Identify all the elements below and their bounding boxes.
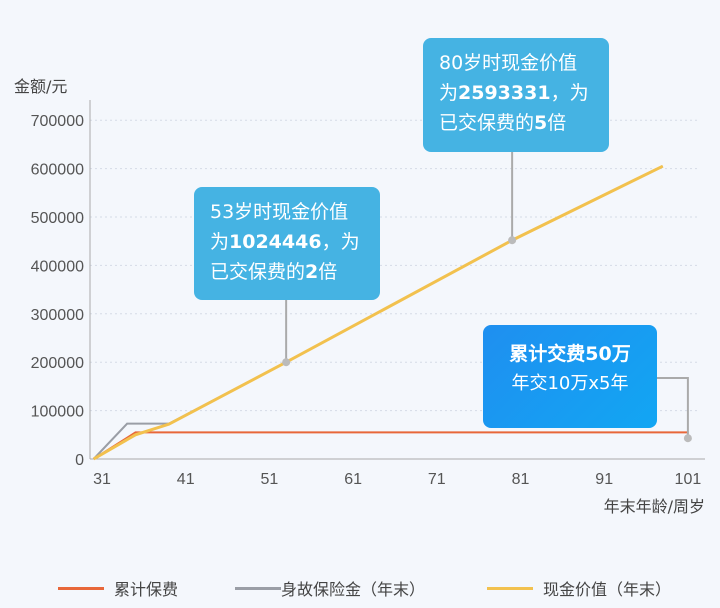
y-tick-label: 100000 <box>31 404 84 421</box>
text: 倍 <box>547 112 567 134</box>
annotation-line: 已交保费的2倍 <box>210 257 380 287</box>
x-tick-label: 61 <box>344 471 362 488</box>
text: 倍 <box>318 261 338 283</box>
y-tick-label: 0 <box>75 452 84 469</box>
y-tick-label: 500000 <box>31 210 84 227</box>
y-tick-label: 400000 <box>31 258 84 275</box>
annotation-marker <box>683 434 692 443</box>
x-tick-label: 51 <box>261 471 279 488</box>
text: 已交保费的 <box>439 112 535 134</box>
value: 5 <box>534 112 548 134</box>
text: 为 <box>439 82 459 104</box>
annotation-total-premium: 累计交费50万 年交10万x5年 <box>483 325 657 428</box>
annotation-title: 累计交费50万 <box>509 343 631 365</box>
series-line-0 <box>93 431 688 460</box>
value: 2593331 <box>458 82 551 104</box>
legend-swatch <box>235 586 281 590</box>
y-tick-label: 300000 <box>31 307 84 324</box>
legend-item: 现金价值（年末） <box>487 576 671 600</box>
annotation-line: 已交保费的5倍 <box>439 108 609 138</box>
annotation-line: 为1024446，为 <box>210 227 380 257</box>
legend-item: 累计保费 <box>58 576 178 600</box>
x-axis-label: 年末年龄/周岁 <box>604 497 705 516</box>
y-axis-label: 金额/元 <box>14 77 67 96</box>
annotation-age-80: 80岁时现金价值 为2593331，为 已交保费的5倍 <box>423 38 609 152</box>
annotation-marker <box>282 358 291 367</box>
annotation-marker <box>508 236 517 245</box>
legend-swatch <box>487 586 533 590</box>
text: 为 <box>210 231 230 253</box>
legend-label: 现金价值（年末） <box>543 580 672 599</box>
annotation-subtitle: 年交10万x5年 <box>511 373 629 394</box>
text: ，为 <box>550 82 589 104</box>
annotation-age-53: 53岁时现金价值 为1024446，为 已交保费的2倍 <box>194 187 380 300</box>
value: 2 <box>305 261 319 283</box>
x-tick-label: 41 <box>177 471 195 488</box>
y-tick-label: 700000 <box>31 113 84 130</box>
value: 1024446 <box>229 231 322 253</box>
x-tick-label: 71 <box>428 471 446 488</box>
text: 已交保费的 <box>210 261 306 283</box>
annotation-connector <box>657 377 689 439</box>
x-tick-label: 81 <box>512 471 530 488</box>
legend-label: 身故保险金（年末） <box>281 580 426 599</box>
text: ，为 <box>321 231 360 253</box>
legend-swatch <box>58 586 104 590</box>
x-tick-label: 101 <box>675 471 702 488</box>
annotation-line: 为2593331，为 <box>439 78 609 108</box>
y-tick-label: 200000 <box>31 355 84 372</box>
annotation-line: 53岁时现金价值 <box>210 201 349 223</box>
x-tick-label: 91 <box>595 471 613 488</box>
x-tick-label: 31 <box>93 471 111 488</box>
legend-item: 身故保险金（年末） <box>235 576 425 600</box>
y-tick-label: 600000 <box>31 162 84 179</box>
series-line-2 <box>92 164 664 461</box>
legend-label: 累计保费 <box>114 580 179 599</box>
annotation-line: 80岁时现金价值 <box>439 52 578 74</box>
